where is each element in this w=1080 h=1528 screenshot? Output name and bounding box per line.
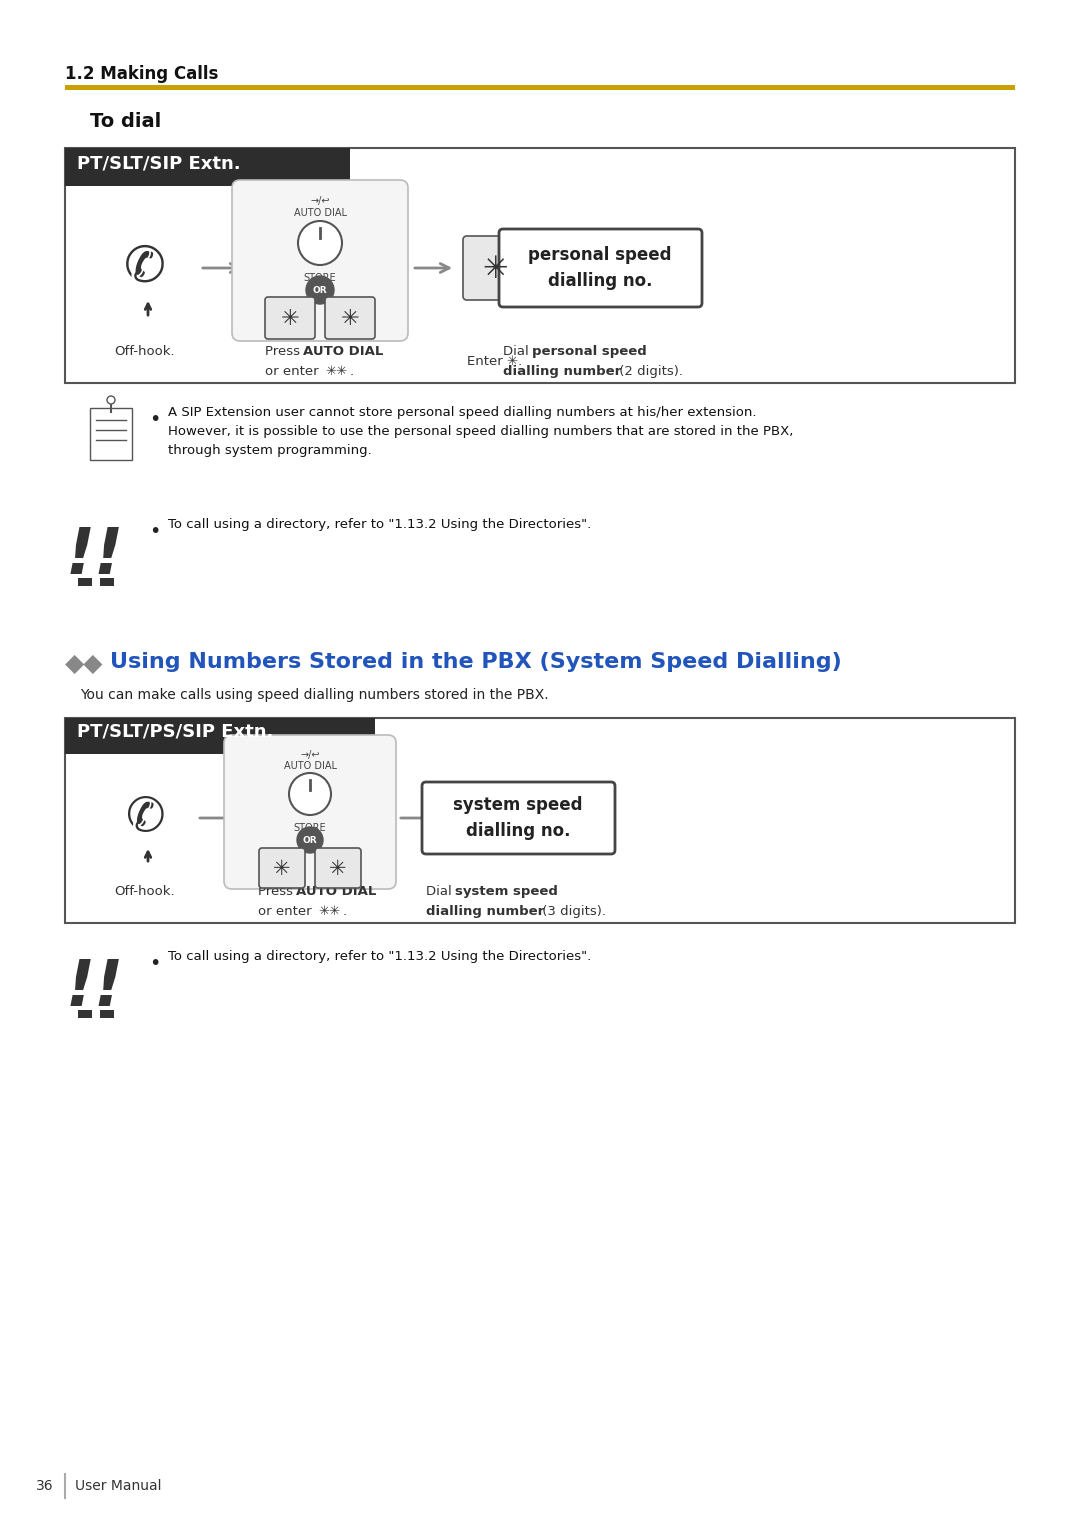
Circle shape xyxy=(306,277,334,304)
Text: ✳: ✳ xyxy=(281,309,299,329)
Circle shape xyxy=(107,396,114,403)
Text: •: • xyxy=(149,410,161,429)
Text: personal speed
dialling no.: personal speed dialling no. xyxy=(528,246,672,289)
Text: •: • xyxy=(149,953,161,973)
FancyBboxPatch shape xyxy=(232,180,408,341)
Text: PT/SLT/PS/SIP Extn.: PT/SLT/PS/SIP Extn. xyxy=(77,723,273,741)
FancyBboxPatch shape xyxy=(265,296,315,339)
Text: dialling number: dialling number xyxy=(426,905,544,918)
Text: ✳✳: ✳✳ xyxy=(325,365,348,377)
Text: personal speed: personal speed xyxy=(532,345,647,358)
Text: dialling number: dialling number xyxy=(503,365,621,377)
Text: 1.2 Making Calls: 1.2 Making Calls xyxy=(65,66,218,83)
Text: To call using a directory, refer to "1.13.2 Using the Directories".: To call using a directory, refer to "1.1… xyxy=(168,518,591,532)
FancyBboxPatch shape xyxy=(325,296,375,339)
Text: .: . xyxy=(343,905,347,918)
Bar xyxy=(78,578,92,587)
Ellipse shape xyxy=(298,222,342,264)
Text: Off-hook.: Off-hook. xyxy=(114,345,175,358)
Text: or enter: or enter xyxy=(265,365,323,377)
FancyBboxPatch shape xyxy=(463,235,527,299)
Text: or enter: or enter xyxy=(258,905,315,918)
Text: To call using a directory, refer to "1.13.2 Using the Directories".: To call using a directory, refer to "1.1… xyxy=(168,950,591,963)
Bar xyxy=(65,148,350,186)
Text: system speed
dialling no.: system speed dialling no. xyxy=(454,796,583,839)
Bar xyxy=(100,1010,114,1018)
Bar xyxy=(65,718,1015,923)
Text: ✳: ✳ xyxy=(340,309,360,329)
Text: Dial: Dial xyxy=(426,885,456,898)
Text: AUTO DIAL: AUTO DIAL xyxy=(296,885,376,898)
Text: STORE: STORE xyxy=(303,274,336,283)
Bar xyxy=(65,718,375,753)
Text: !!: !! xyxy=(66,526,124,587)
Text: ✳: ✳ xyxy=(329,859,347,879)
Bar xyxy=(78,1010,92,1018)
Text: system speed: system speed xyxy=(455,885,558,898)
Text: OR: OR xyxy=(313,286,327,295)
FancyBboxPatch shape xyxy=(499,229,702,307)
Circle shape xyxy=(297,827,323,853)
Text: ✳: ✳ xyxy=(483,255,508,284)
Text: ✳✳: ✳✳ xyxy=(318,905,340,918)
Bar xyxy=(65,148,1015,384)
Text: AUTO DIAL: AUTO DIAL xyxy=(283,761,337,772)
Text: !!: !! xyxy=(66,957,124,1019)
Text: →/↩: →/↩ xyxy=(300,750,320,759)
Text: To dial: To dial xyxy=(90,112,161,131)
Ellipse shape xyxy=(289,773,330,814)
Bar xyxy=(65,86,1015,90)
Text: (2 digits).: (2 digits). xyxy=(615,365,683,377)
Text: →/↩: →/↩ xyxy=(310,196,329,206)
Text: User Manual: User Manual xyxy=(75,1479,162,1493)
Text: A SIP Extension user cannot store personal speed dialling numbers at his/her ext: A SIP Extension user cannot store person… xyxy=(168,406,794,457)
Text: Using Numbers Stored in the PBX (System Speed Dialling): Using Numbers Stored in the PBX (System … xyxy=(110,652,841,672)
Bar xyxy=(90,408,132,460)
Text: •: • xyxy=(149,523,161,541)
Text: ✆: ✆ xyxy=(124,244,166,292)
Text: Press: Press xyxy=(265,345,305,358)
Text: PT/SLT/SIP Extn.: PT/SLT/SIP Extn. xyxy=(77,154,241,173)
Text: ✆: ✆ xyxy=(125,796,165,840)
Text: OR: OR xyxy=(302,836,318,845)
Text: Enter ✳.: Enter ✳. xyxy=(468,354,523,368)
Text: Dial: Dial xyxy=(503,345,534,358)
Text: (3 digits).: (3 digits). xyxy=(538,905,606,918)
FancyBboxPatch shape xyxy=(422,782,615,854)
Text: .: . xyxy=(350,365,354,377)
Text: ◆◆: ◆◆ xyxy=(65,652,104,675)
Bar xyxy=(100,578,114,587)
FancyBboxPatch shape xyxy=(259,848,305,888)
Text: 36: 36 xyxy=(37,1479,54,1493)
Text: AUTO DIAL: AUTO DIAL xyxy=(303,345,383,358)
Text: You can make calls using speed dialling numbers stored in the PBX.: You can make calls using speed dialling … xyxy=(80,688,549,701)
Text: STORE: STORE xyxy=(294,824,326,833)
FancyBboxPatch shape xyxy=(224,735,396,889)
Text: ✳: ✳ xyxy=(273,859,291,879)
FancyBboxPatch shape xyxy=(315,848,361,888)
Text: AUTO DIAL: AUTO DIAL xyxy=(294,208,347,219)
Text: Off-hook.: Off-hook. xyxy=(114,885,175,898)
Text: Press: Press xyxy=(258,885,297,898)
